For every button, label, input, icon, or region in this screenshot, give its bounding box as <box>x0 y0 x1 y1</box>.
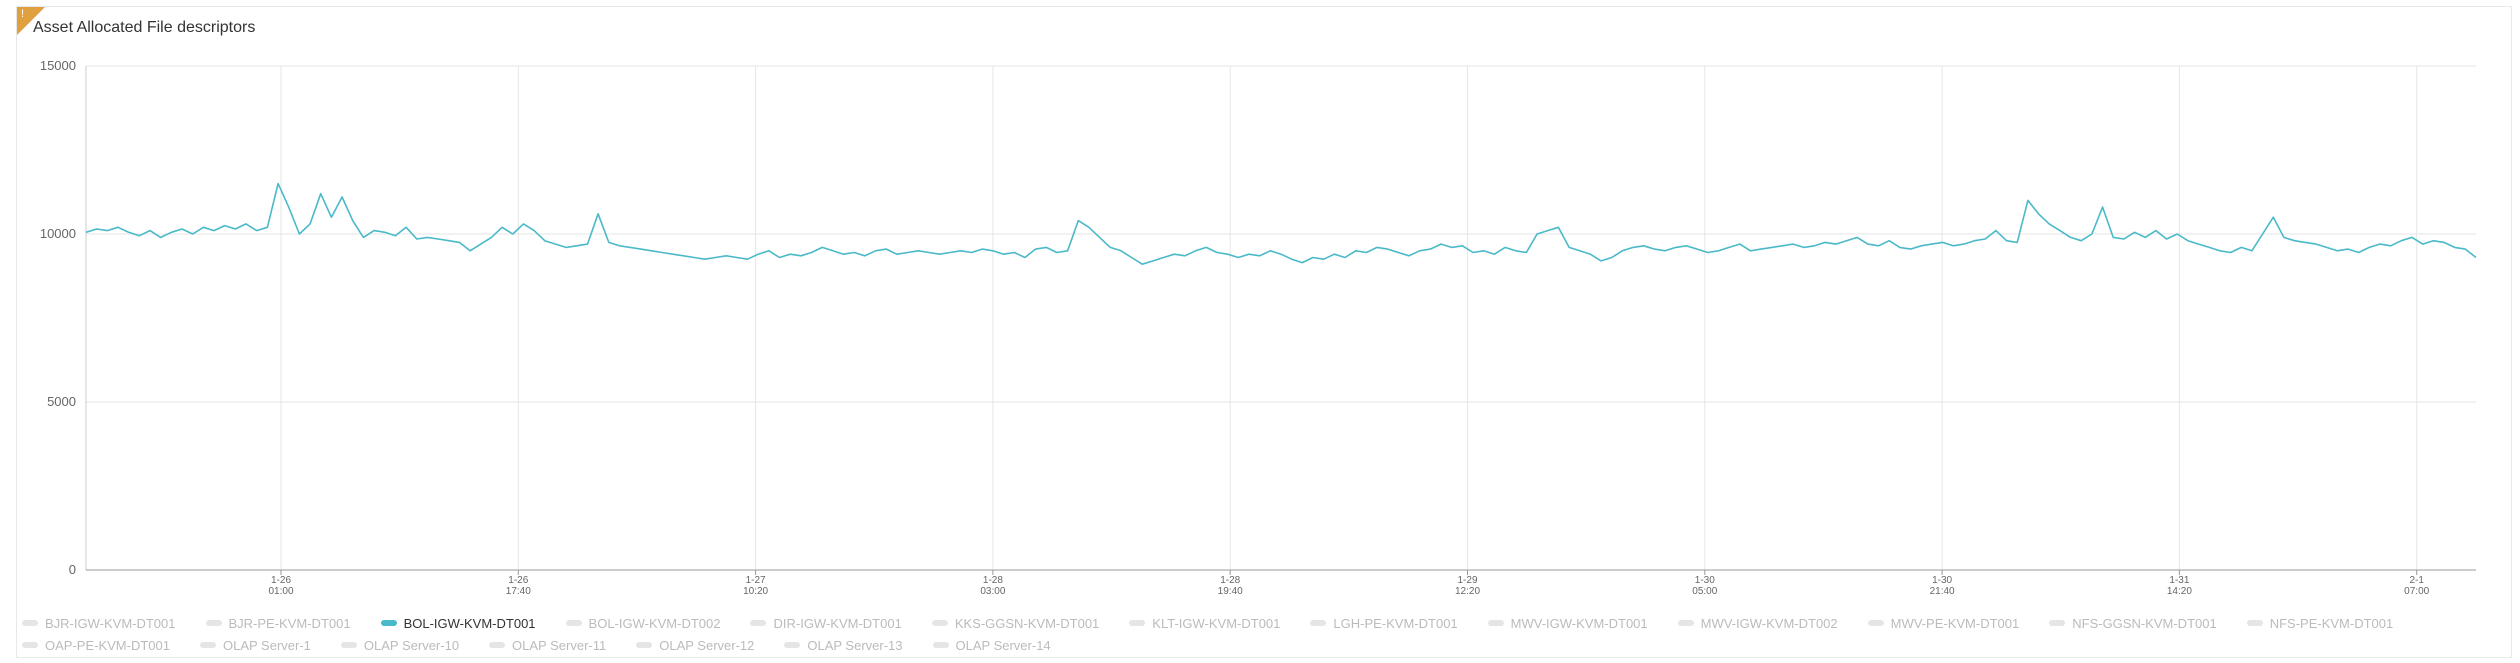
legend-item[interactable]: MWV-IGW-KVM-DT001 <box>1487 615 1648 631</box>
x-tick-time: 10:20 <box>743 586 768 597</box>
legend-label: DIR-IGW-KVM-DT001 <box>773 615 902 631</box>
legend-item[interactable]: OLAP Server-14 <box>932 637 1051 653</box>
legend-swatch-icon <box>931 620 948 626</box>
legend-swatch-icon <box>2246 620 2263 626</box>
legend-item[interactable]: LGH-PE-KVM-DT001 <box>1310 615 1458 631</box>
legend-label: NFS-GGSN-KVM-DT001 <box>2072 615 2217 631</box>
legend-swatch-icon <box>199 642 216 648</box>
legend-label: OLAP Server-13 <box>807 637 903 653</box>
legend-item[interactable]: BJR-PE-KVM-DT001 <box>205 615 351 631</box>
legend-label: KLT-IGW-KVM-DT001 <box>1152 615 1281 631</box>
x-tick-date: 1-30 <box>1932 575 1952 586</box>
legend-label: BJR-PE-KVM-DT001 <box>228 615 351 631</box>
alert-badge-icon: ! <box>21 8 25 20</box>
legend-label: NFS-PE-KVM-DT001 <box>2269 615 2394 631</box>
legend-swatch-icon <box>1487 620 1504 626</box>
legend-label: OLAP Server-11 <box>512 637 607 653</box>
x-tick-time: 19:40 <box>1218 586 1243 597</box>
legend-label: BOL-IGW-KVM-DT002 <box>588 615 721 631</box>
legend-item[interactable]: BOL-IGW-KVM-DT001 <box>380 615 536 631</box>
x-tick-date: 2-1 <box>2409 575 2424 586</box>
legend-label: MWV-PE-KVM-DT001 <box>1890 615 2020 631</box>
legend-swatch-icon <box>636 642 653 648</box>
legend-item[interactable]: KKS-GGSN-KVM-DT001 <box>931 615 1100 631</box>
x-tick-time: 05:00 <box>1692 586 1717 597</box>
legend-swatch-icon <box>489 642 506 648</box>
x-tick-date: 1-28 <box>983 575 1003 586</box>
y-tick-label: 0 <box>69 562 76 577</box>
legend-item[interactable]: DIR-IGW-KVM-DT001 <box>750 615 902 631</box>
legend-swatch-icon <box>784 642 801 648</box>
legend-swatch-icon <box>205 620 222 626</box>
legend-swatch-icon <box>22 620 38 626</box>
legend-row: BJR-IGW-KVM-DT001 BJR-PE-KVM-DT001 BOL-IGW… <box>22 612 2492 634</box>
legend-item[interactable]: BOL-IGW-KVM-DT002 <box>565 615 721 631</box>
x-tick-time: 14:20 <box>2167 586 2192 597</box>
x-tick-time: 01:00 <box>268 586 293 597</box>
x-tick-time: 07:00 <box>2404 586 2429 597</box>
legend-item[interactable]: NFS-GGSN-KVM-DT001 <box>2049 615 2217 631</box>
legend-swatch-icon <box>340 642 357 648</box>
legend-item[interactable]: OLAP Server-12 <box>636 638 754 653</box>
x-tick-date: 1-28 <box>1220 575 1240 586</box>
legend-label: MWV-IGW-KVM-DT002 <box>1700 615 1838 631</box>
legend-item[interactable]: KLT-IGW-KVM-DT001 <box>1129 616 1280 631</box>
legend-label: LGH-PE-KVM-DT001 <box>1333 615 1458 631</box>
legend-label: OLAP Server-1 <box>222 637 311 653</box>
legend-swatch-icon <box>1310 620 1327 626</box>
legend-swatch-icon <box>380 620 397 626</box>
legend-item[interactable]: OLAP Server-11 <box>489 638 606 653</box>
legend-row: OAP-PE-KVM-DT001 OLAP Server-1 OLAP Server… <box>22 634 2492 656</box>
legend-swatch-icon <box>1867 620 1884 626</box>
x-tick-time: 17:40 <box>506 586 531 597</box>
legend-item[interactable]: BJR-IGW-KVM-DT001 <box>22 616 176 631</box>
x-tick-time: 21:40 <box>1930 586 1955 597</box>
legend-item[interactable]: OLAP Server-13 <box>784 637 903 653</box>
legend-item[interactable]: OLAP Server-1 <box>199 637 311 653</box>
legend-swatch-icon <box>22 642 38 648</box>
x-tick-date: 1-29 <box>1457 575 1477 586</box>
x-tick-date: 1-30 <box>1695 575 1715 586</box>
legend-item[interactable]: OAP-PE-KVM-DT001 <box>22 638 170 653</box>
x-tick-time: 03:00 <box>980 586 1005 597</box>
legend-swatch-icon <box>1129 620 1146 626</box>
legend-swatch-icon <box>565 620 582 626</box>
y-tick-label: 5000 <box>47 394 76 409</box>
x-tick-time: 12:20 <box>1455 586 1480 597</box>
legend-item[interactable]: MWV-PE-KVM-DT001 <box>1867 615 2020 631</box>
legend-item[interactable]: OLAP Server-10 <box>340 637 460 653</box>
x-tick-date: 1-27 <box>746 575 766 586</box>
legend-label: MWV-IGW-KVM-DT001 <box>1510 615 1648 631</box>
chart-legend: BJR-IGW-KVM-DT001 BJR-PE-KVM-DT001 BOL-IGW… <box>22 612 2492 656</box>
legend-label: OLAP Server-14 <box>955 637 1051 653</box>
panel-title: Asset Allocated File descriptors <box>33 19 256 36</box>
legend-label: OLAP Server-10 <box>363 637 460 653</box>
y-tick-label: 10000 <box>40 226 76 241</box>
legend-swatch-icon <box>2049 620 2066 626</box>
series-line-bol-igw-kvm-dt001 <box>85 182 2477 266</box>
legend-item[interactable]: NFS-PE-KVM-DT001 <box>2246 615 2394 631</box>
legend-label: BJR-IGW-KVM-DT001 <box>45 615 176 631</box>
legend-label: OAP-PE-KVM-DT001 <box>45 637 170 653</box>
x-tick-date: 1-31 <box>2169 575 2189 586</box>
legend-swatch-icon <box>1677 620 1694 626</box>
legend-label: KKS-GGSN-KVM-DT001 <box>954 615 1100 631</box>
legend-swatch-icon <box>932 642 949 648</box>
alert-corner-flag <box>17 7 45 35</box>
x-tick-date: 1-26 <box>271 575 291 586</box>
x-tick-date: 1-26 <box>508 575 528 586</box>
y-tick-label: 15000 <box>40 58 76 73</box>
legend-swatch-icon <box>750 620 767 626</box>
legend-label: OLAP Server-12 <box>659 637 755 653</box>
legend-item[interactable]: MWV-IGW-KVM-DT002 <box>1677 615 1838 631</box>
legend-label: BOL-IGW-KVM-DT001 <box>403 615 536 631</box>
chart-panel: ! Asset Allocated File descriptors <box>16 6 2512 658</box>
